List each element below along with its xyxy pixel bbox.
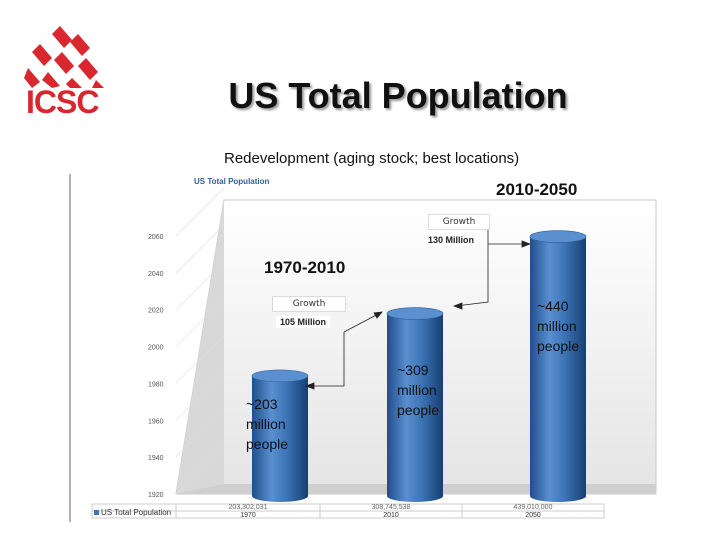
growth-label-1970-2010: Growth [272,296,346,312]
legend-swatch [94,510,99,515]
grid-line [175,372,225,421]
grid-line [175,298,225,347]
grid-line [175,224,225,274]
growth-value-2010-2050: 130 Million [424,234,479,246]
annotation-line: people [397,402,440,418]
growth-value-1970-2010: 105 Million [276,316,331,328]
slide-subtitle: Redevelopment (aging stock; best locatio… [224,150,520,167]
connector-1970-2010 [308,332,345,387]
grid-line [175,335,225,384]
table-value: 439,010,000 [514,504,553,511]
annotation-line: people [537,338,580,354]
y-tick-label: 2020 [148,308,164,315]
chart-title: US Total Population [194,177,270,186]
bar-cap [251,369,309,383]
bar-2010 [386,307,444,502]
connector-2010-2050 [455,230,489,307]
x-category-label: 1970 [240,512,256,519]
table-value: 203,302,031 [229,504,268,511]
bar-body [387,313,443,502]
annotation-line: people [246,436,289,452]
grid-line [175,187,225,237]
annotation-1970: ~203 million people [246,394,288,454]
table-value: 308,745,538 [372,504,411,511]
growth-label-2010-2050: Growth [428,214,490,230]
grid-line [175,445,225,495]
x-category-label: 2010 [383,512,399,519]
y-tick-label: 1960 [148,418,164,425]
annotation-line: million [397,382,437,398]
annotation-line: ~203 [246,396,278,412]
annotation-line: million [246,416,286,432]
y-tick-label: 2060 [148,234,164,241]
annotation-2010: ~309 million people [397,360,439,420]
annotation-line: ~440 [537,298,569,314]
icsc-logo [24,26,104,88]
y-tick-label: 1920 [148,492,164,499]
bar-body [252,375,308,502]
range-label-1970-2010: 1970-2010 [264,258,346,277]
population-chart: US Total Population 1920 1940 1960 1980 2000… [69,174,657,522]
y-tick-label: 1940 [148,455,164,462]
icsc-logo-text: ICSC [26,84,99,120]
bar-body [530,236,586,502]
annotation-2050: ~440 million people [537,296,579,356]
grid-line [175,261,225,310]
bar-cap [529,230,587,243]
bar-2050 [529,230,587,502]
slide-title: US Total Population [228,75,568,116]
x-category-label: 2050 [525,512,541,519]
y-tick-label: 2040 [148,271,164,278]
y-tick-label: 2000 [148,345,164,352]
bar-cap [386,307,444,320]
annotation-line: million [537,318,577,334]
legend-label: US Total Population [101,508,171,517]
annotation-line: ~309 [397,362,429,378]
y-tick-label: 1980 [148,381,164,388]
bar-1970 [251,369,309,502]
range-label-2010-2050: 2010-2050 [496,180,578,199]
grid-line [175,408,225,458]
